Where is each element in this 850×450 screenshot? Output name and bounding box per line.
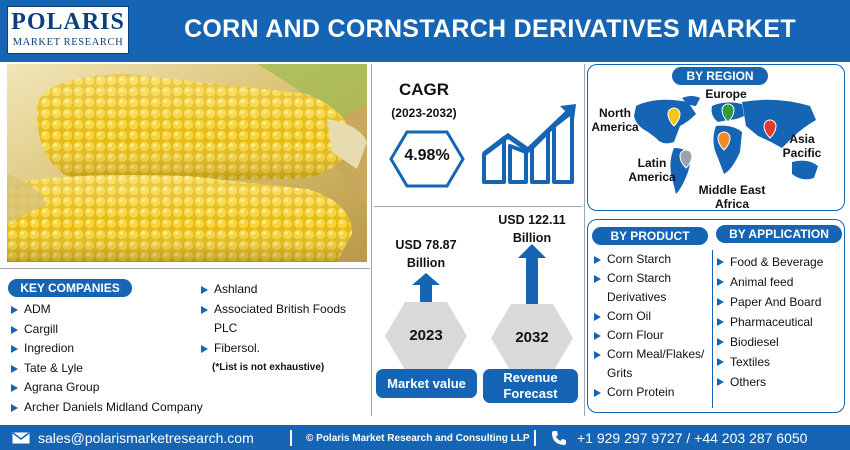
key-companies-list-2: Ashland Associated British Foods PLC Fib…	[200, 280, 365, 358]
region-latin-america: Latin America	[627, 156, 677, 184]
market-value-amount: USD 78.87 Billion	[378, 236, 474, 272]
divider	[0, 268, 370, 269]
label-line: Revenue	[503, 370, 558, 385]
amount-line: USD 122.11	[498, 213, 566, 227]
list-item: Tate & Lyle	[10, 359, 203, 379]
world-map	[634, 96, 818, 194]
region-asia-pacific: Asia Pacific	[778, 132, 826, 160]
list-item: Corn Meal/Flakes/ Grits	[593, 345, 710, 383]
region-middle-east-africa: Middle East Africa	[696, 183, 768, 211]
region-label-line: America	[591, 120, 639, 134]
revenue-amount: USD 122.11 Billion	[484, 211, 580, 247]
divider	[712, 250, 713, 408]
region-label-line: North	[599, 106, 631, 120]
divider	[584, 64, 585, 416]
brand-logo[interactable]: POLARIS MARKET RESEARCH	[7, 6, 129, 54]
rising-bars-icon	[482, 104, 576, 184]
cagr-label: CAGR	[398, 80, 450, 99]
logo-tagline: MARKET RESEARCH	[12, 37, 124, 48]
list-item: Textiles	[716, 352, 844, 372]
list-item: ADM	[10, 300, 203, 320]
region-label-line: Pacific	[782, 146, 822, 160]
cagr-hexagon	[389, 130, 465, 188]
list-item: Cargill	[10, 320, 203, 340]
list-item: Animal feed	[716, 272, 844, 292]
list-item: Corn Oil	[593, 307, 710, 326]
phone-icon	[552, 431, 566, 445]
divider	[374, 206, 582, 207]
application-heading: BY APPLICATION	[716, 225, 842, 243]
list-item: Agrana Group	[10, 378, 203, 398]
map-pin-icon	[667, 103, 777, 169]
revenue-year: 2032	[515, 329, 549, 346]
segmentation-panel	[587, 219, 845, 413]
cagr-value: 4.98%	[404, 147, 450, 164]
year-hexagon	[385, 302, 467, 370]
list-item: Corn Flour	[593, 326, 710, 345]
region-europe: Europe	[705, 87, 747, 101]
list-note: (*List is not exhaustive)	[212, 362, 325, 373]
key-companies-list: ADM Cargill Ingredion Tate & Lyle Agrana…	[10, 300, 203, 418]
region-label-line: America	[628, 170, 676, 184]
up-arrow-icon	[518, 244, 546, 304]
year-hexagon	[491, 304, 573, 372]
page-title: CORN AND CORNSTARCH DERIVATIVES MARKET	[184, 15, 796, 43]
list-item: Associated British Foods PLC	[200, 300, 365, 339]
list-item: Food & Beverage	[716, 252, 844, 272]
key-companies-heading: KEY COMPANIES	[8, 279, 132, 297]
footer-divider	[290, 430, 292, 446]
region-label-line: Africa	[714, 197, 749, 211]
region-label-line: Asia	[789, 132, 815, 146]
footer-phone[interactable]: +1 929 297 9727 / +44 203 287 6050	[577, 430, 808, 446]
list-item: Fibersol.	[200, 339, 365, 359]
email-icon	[12, 432, 30, 444]
footer-divider	[534, 430, 536, 446]
divider	[371, 64, 372, 416]
product-list: Corn Starch Corn Starch Derivatives Corn…	[593, 250, 710, 402]
list-item: Archer Daniels Midland Company	[10, 398, 203, 418]
list-item: Ingredion	[10, 339, 203, 359]
list-item: Corn Starch Derivatives	[593, 269, 710, 307]
footer-copyright: © Polaris Market Research and Consulting…	[306, 433, 530, 444]
logo-name: POLARIS	[11, 9, 125, 35]
region-north-america: North America	[591, 106, 639, 134]
list-item: Corn Protein	[593, 383, 710, 402]
corn-image	[7, 64, 367, 262]
region-heading: BY REGION	[672, 67, 768, 85]
revenue-label: Revenue Forecast	[483, 369, 578, 403]
market-value-year: 2023	[409, 327, 443, 344]
product-heading: BY PRODUCT	[592, 227, 708, 245]
amount-line: USD 78.87	[395, 238, 457, 252]
label-line: Forecast	[503, 386, 558, 401]
header-bar: POLARIS MARKET RESEARCH CORN AND CORNSTA…	[0, 0, 850, 62]
list-item: Pharmaceutical	[716, 312, 844, 332]
region-label-line: Latin	[637, 156, 667, 170]
market-value-label: Market value	[376, 369, 477, 398]
up-arrow-icon	[412, 273, 440, 303]
list-item: Corn Starch	[593, 250, 710, 269]
cagr-period: (2023-2032)	[391, 106, 457, 120]
region-label-line: Middle East	[698, 183, 766, 197]
amount-unit: Billion	[512, 231, 552, 245]
application-list: Food & Beverage Animal feed Paper And Bo…	[716, 252, 844, 392]
amount-unit: Billion	[406, 256, 446, 270]
list-item: Ashland	[200, 280, 365, 300]
footer-email[interactable]: sales@polarismarketresearch.com	[38, 430, 254, 446]
list-item: Paper And Board	[716, 292, 844, 312]
list-item: Others	[716, 372, 844, 392]
list-item: Biodiesel	[716, 332, 844, 352]
region-panel	[587, 64, 845, 211]
footer-bar: sales@polarismarketresearch.com © Polari…	[0, 425, 850, 450]
